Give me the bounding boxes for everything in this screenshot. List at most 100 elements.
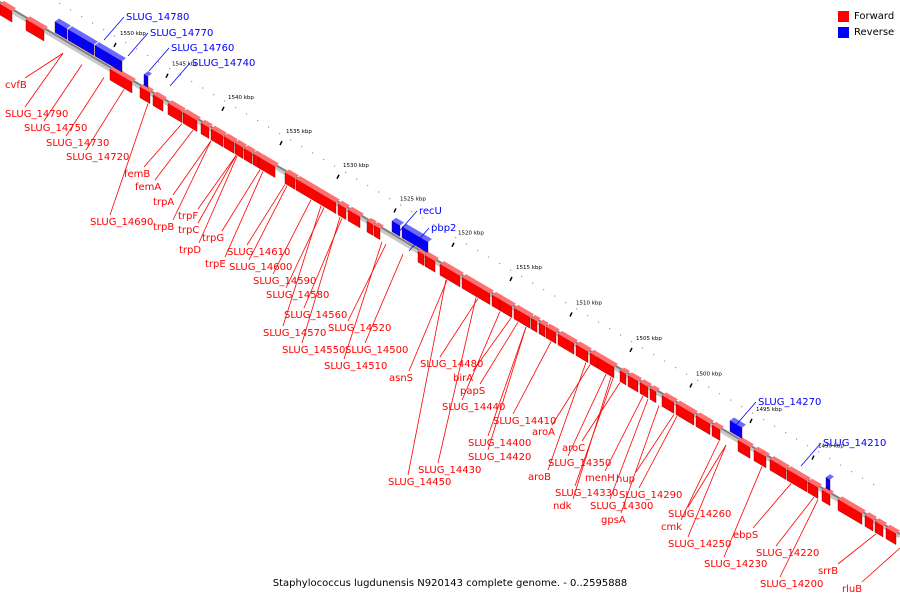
- gene-label-reverse[interactable]: recU: [419, 206, 442, 217]
- gene-label-forward[interactable]: SLUG_14520: [328, 323, 391, 334]
- gene-label-reverse[interactable]: SLUG_14780: [126, 12, 189, 23]
- gene-label-forward[interactable]: SLUG_14500: [345, 345, 408, 356]
- gene-label-forward[interactable]: papS: [460, 386, 485, 397]
- gene-label-forward[interactable]: SLUG_14220: [756, 548, 819, 559]
- forward-gene[interactable]: [639, 379, 652, 399]
- gene-label-forward[interactable]: SLUG_14560: [284, 310, 347, 321]
- forward-gene[interactable]: [182, 109, 201, 132]
- forward-gene[interactable]: [538, 319, 549, 338]
- gene-label-forward[interactable]: srrB: [818, 566, 838, 577]
- gene-label-forward[interactable]: trpE: [205, 259, 226, 270]
- forward-gene[interactable]: [575, 341, 592, 363]
- gene-label-forward[interactable]: SLUG_14730: [46, 138, 109, 149]
- forward-gene[interactable]: [499, 296, 516, 318]
- gene-label-forward[interactable]: ebpS: [733, 530, 758, 541]
- forward-gene[interactable]: [885, 524, 900, 545]
- gene-label-reverse[interactable]: pbp2: [431, 223, 456, 234]
- gene-label-reverse[interactable]: SLUG_14740: [192, 58, 255, 69]
- reverse-gene[interactable]: [115, 54, 126, 73]
- gene-label-forward[interactable]: SLUG_14480: [420, 359, 483, 370]
- gene-label-forward[interactable]: SLUG_14300: [590, 501, 653, 512]
- forward-gene[interactable]: [597, 354, 618, 379]
- gene-label-forward[interactable]: gpsA: [601, 515, 626, 526]
- gene-label-forward[interactable]: SLUG_14790: [5, 109, 68, 120]
- forward-gene[interactable]: [366, 217, 377, 236]
- gene-label-forward[interactable]: aroA: [532, 427, 555, 438]
- gene-label-forward[interactable]: trpC: [178, 225, 199, 236]
- forward-gene[interactable]: [711, 421, 724, 441]
- gene-label-reverse[interactable]: SLUG_14210: [823, 438, 886, 449]
- gene-label-forward[interactable]: SLUG_14610: [227, 247, 290, 258]
- gene-label-forward[interactable]: SLUG_14450: [388, 477, 451, 488]
- gene-label-forward[interactable]: SLUG_14330: [555, 488, 618, 499]
- gene-label-forward[interactable]: trpB: [153, 222, 174, 233]
- gene-label-forward[interactable]: SLUG_14420: [468, 452, 531, 463]
- gene-label-forward[interactable]: SLUG_14200: [760, 579, 823, 590]
- gene-label-forward[interactable]: SLUG_14570: [263, 328, 326, 339]
- reverse-gene[interactable]: [54, 18, 71, 40]
- forward-gene[interactable]: [234, 139, 247, 159]
- forward-gene[interactable]: [258, 154, 279, 178]
- forward-gene[interactable]: [821, 486, 834, 506]
- forward-gene[interactable]: [167, 100, 186, 123]
- gene-label-reverse[interactable]: SLUG_14270: [758, 397, 821, 408]
- gene-label-forward[interactable]: SLUG_14600: [229, 262, 292, 273]
- forward-gene[interactable]: [417, 248, 428, 266]
- forward-gene[interactable]: [25, 16, 48, 42]
- gene-label-forward[interactable]: hup: [616, 474, 635, 485]
- reverse-gene[interactable]: [825, 474, 834, 491]
- forward-gene[interactable]: [461, 274, 494, 305]
- gene-label-forward[interactable]: SLUG_14410: [493, 416, 556, 427]
- gene-label-reverse[interactable]: SLUG_14770: [150, 28, 213, 39]
- forward-gene[interactable]: [874, 518, 887, 538]
- gene-label-forward[interactable]: SLUG_14230: [704, 559, 767, 570]
- gene-label-forward[interactable]: trpF: [178, 211, 198, 222]
- forward-gene[interactable]: [284, 169, 299, 190]
- gene-label-forward[interactable]: SLUG_14720: [66, 152, 129, 163]
- forward-gene[interactable]: [347, 206, 364, 229]
- forward-gene[interactable]: [786, 466, 811, 493]
- gene-label-forward[interactable]: asnS: [389, 373, 413, 384]
- forward-gene[interactable]: [223, 133, 238, 154]
- gene-label-forward[interactable]: trpD: [179, 245, 201, 256]
- gene-label-forward[interactable]: ndk: [553, 501, 572, 512]
- gene-label-forward[interactable]: cmk: [661, 522, 682, 533]
- forward-gene[interactable]: [513, 304, 534, 329]
- gene-label-forward[interactable]: SLUG_14250: [668, 539, 731, 550]
- gene-label-forward[interactable]: trpG: [202, 233, 224, 244]
- forward-gene[interactable]: [864, 512, 877, 532]
- reverse-gene[interactable]: [143, 71, 152, 88]
- gene-label-forward[interactable]: femA: [135, 182, 161, 193]
- forward-gene[interactable]: [252, 150, 263, 169]
- forward-gene[interactable]: [139, 83, 154, 105]
- gene-label-forward[interactable]: SLUG_14690: [90, 217, 153, 228]
- forward-gene[interactable]: [0, 1, 16, 23]
- forward-gene[interactable]: [200, 119, 213, 139]
- forward-gene[interactable]: [675, 400, 698, 426]
- reverse-gene[interactable]: [81, 34, 98, 56]
- forward-gene[interactable]: [243, 145, 256, 165]
- gene-label-forward[interactable]: SLUG_14550: [282, 345, 345, 356]
- forward-gene[interactable]: [737, 437, 754, 459]
- gene-label-forward[interactable]: SLUG_14260: [668, 509, 731, 520]
- forward-gene[interactable]: [807, 478, 822, 499]
- gene-label-forward[interactable]: aroB: [528, 472, 551, 483]
- gene-label-forward[interactable]: aroC: [562, 443, 585, 454]
- gene-label-forward[interactable]: SLUG_14350: [548, 458, 611, 469]
- forward-gene[interactable]: [627, 372, 642, 393]
- forward-gene[interactable]: [109, 66, 136, 94]
- forward-gene[interactable]: [439, 261, 464, 288]
- forward-gene[interactable]: [424, 252, 439, 273]
- gene-label-forward[interactable]: SLUG_14580: [266, 290, 329, 301]
- forward-gene[interactable]: [769, 456, 790, 480]
- gene-label-forward[interactable]: trpA: [153, 197, 174, 208]
- gene-label-forward[interactable]: cvfB: [5, 80, 27, 91]
- gene-label-forward[interactable]: SLUG_14400: [468, 438, 531, 449]
- forward-gene[interactable]: [619, 367, 630, 386]
- gene-label-forward[interactable]: SLUG_14750: [24, 123, 87, 134]
- forward-gene[interactable]: [753, 446, 770, 469]
- forward-gene[interactable]: [491, 291, 504, 311]
- gene-label-forward[interactable]: SLUG_14440: [442, 402, 505, 413]
- forward-gene[interactable]: [649, 385, 660, 404]
- gene-label-forward[interactable]: femB: [124, 169, 150, 180]
